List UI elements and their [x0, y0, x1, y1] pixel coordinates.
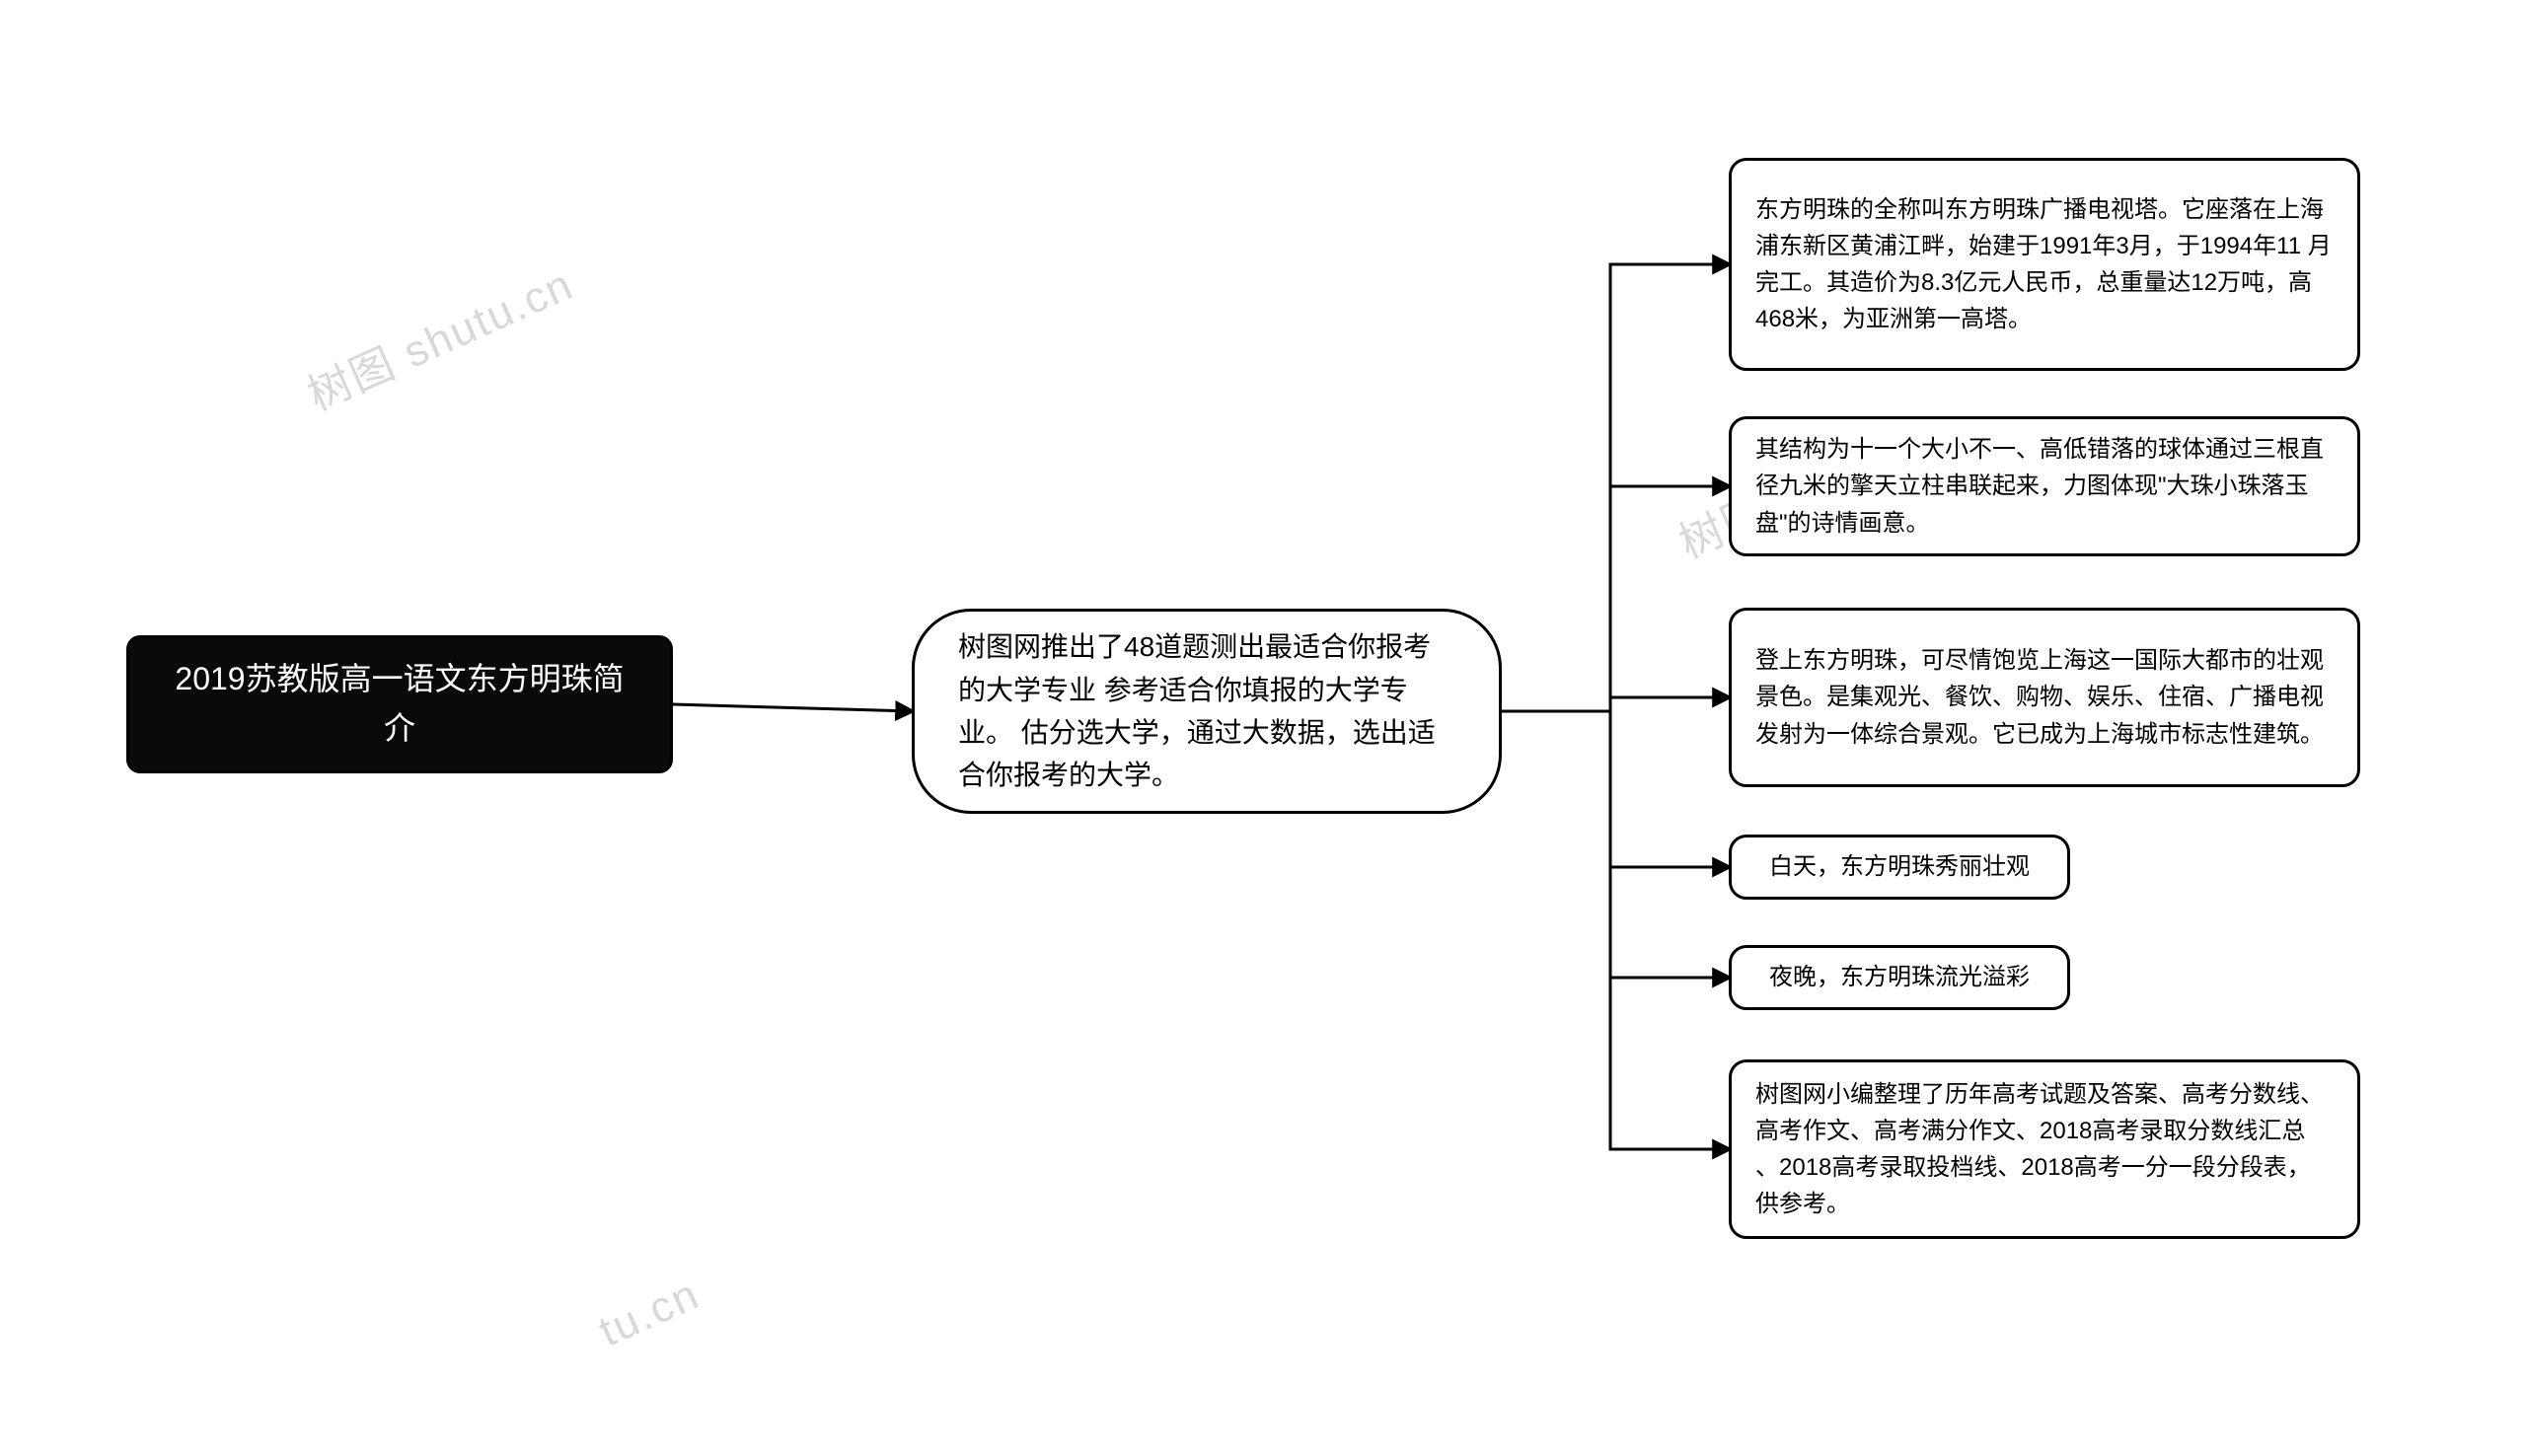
- leaf-node-label: 白天，东方明珠秀丽壮观: [1769, 848, 2030, 885]
- leaf-node-label: 其结构为十一个大小不一、高低错落的球体通过三根直径九米的擎天立柱串联起来，力图体…: [1755, 431, 2334, 542]
- mid-node-label: 树图网推出了48道题测出最适合你报考的大学专业 参考适合你填报的大学专业。 估分…: [958, 625, 1455, 797]
- leaf-node: 白天，东方明珠秀丽壮观: [1729, 835, 2070, 900]
- leaf-node: 东方明珠的全称叫东方明珠广播电视塔。它座落在上海浦东新区黄浦江畔，始建于1991…: [1729, 158, 2360, 371]
- leaf-node: 登上东方明珠，可尽情饱览上海这一国际大都市的壮观景色。是集观光、餐饮、购物、娱乐…: [1729, 608, 2360, 787]
- watermark: 树图 shutu.cn: [296, 250, 582, 423]
- leaf-node: 其结构为十一个大小不一、高低错落的球体通过三根直径九米的擎天立柱串联起来，力图体…: [1729, 416, 2360, 556]
- leaf-node: 树图网小编整理了历年高考试题及答案、高考分数线、高考作文、高考满分作文、2018…: [1729, 1059, 2360, 1239]
- root-node: 2019苏教版高一语文东方明珠简介: [126, 635, 673, 773]
- mid-node: 树图网推出了48道题测出最适合你报考的大学专业 参考适合你填报的大学专业。 估分…: [912, 609, 1502, 814]
- leaf-node-label: 夜晚，东方明珠流光溢彩: [1769, 959, 2030, 995]
- leaf-node: 夜晚，东方明珠流光溢彩: [1729, 945, 2070, 1010]
- diagram-canvas: 树图 shutu.cn 树图 tu.cn 2019苏教版高一语文东方明珠简介 树…: [0, 0, 2526, 1456]
- leaf-node-label: 树图网小编整理了历年高考试题及答案、高考分数线、高考作文、高考满分作文、2018…: [1755, 1076, 2334, 1223]
- leaf-node-label: 登上东方明珠，可尽情饱览上海这一国际大都市的壮观景色。是集观光、餐饮、购物、娱乐…: [1755, 642, 2334, 753]
- leaf-node-label: 东方明珠的全称叫东方明珠广播电视塔。它座落在上海浦东新区黄浦江畔，始建于1991…: [1755, 191, 2334, 338]
- root-node-label: 2019苏教版高一语文东方明珠简介: [163, 655, 636, 753]
- watermark: tu.cn: [592, 1270, 707, 1357]
